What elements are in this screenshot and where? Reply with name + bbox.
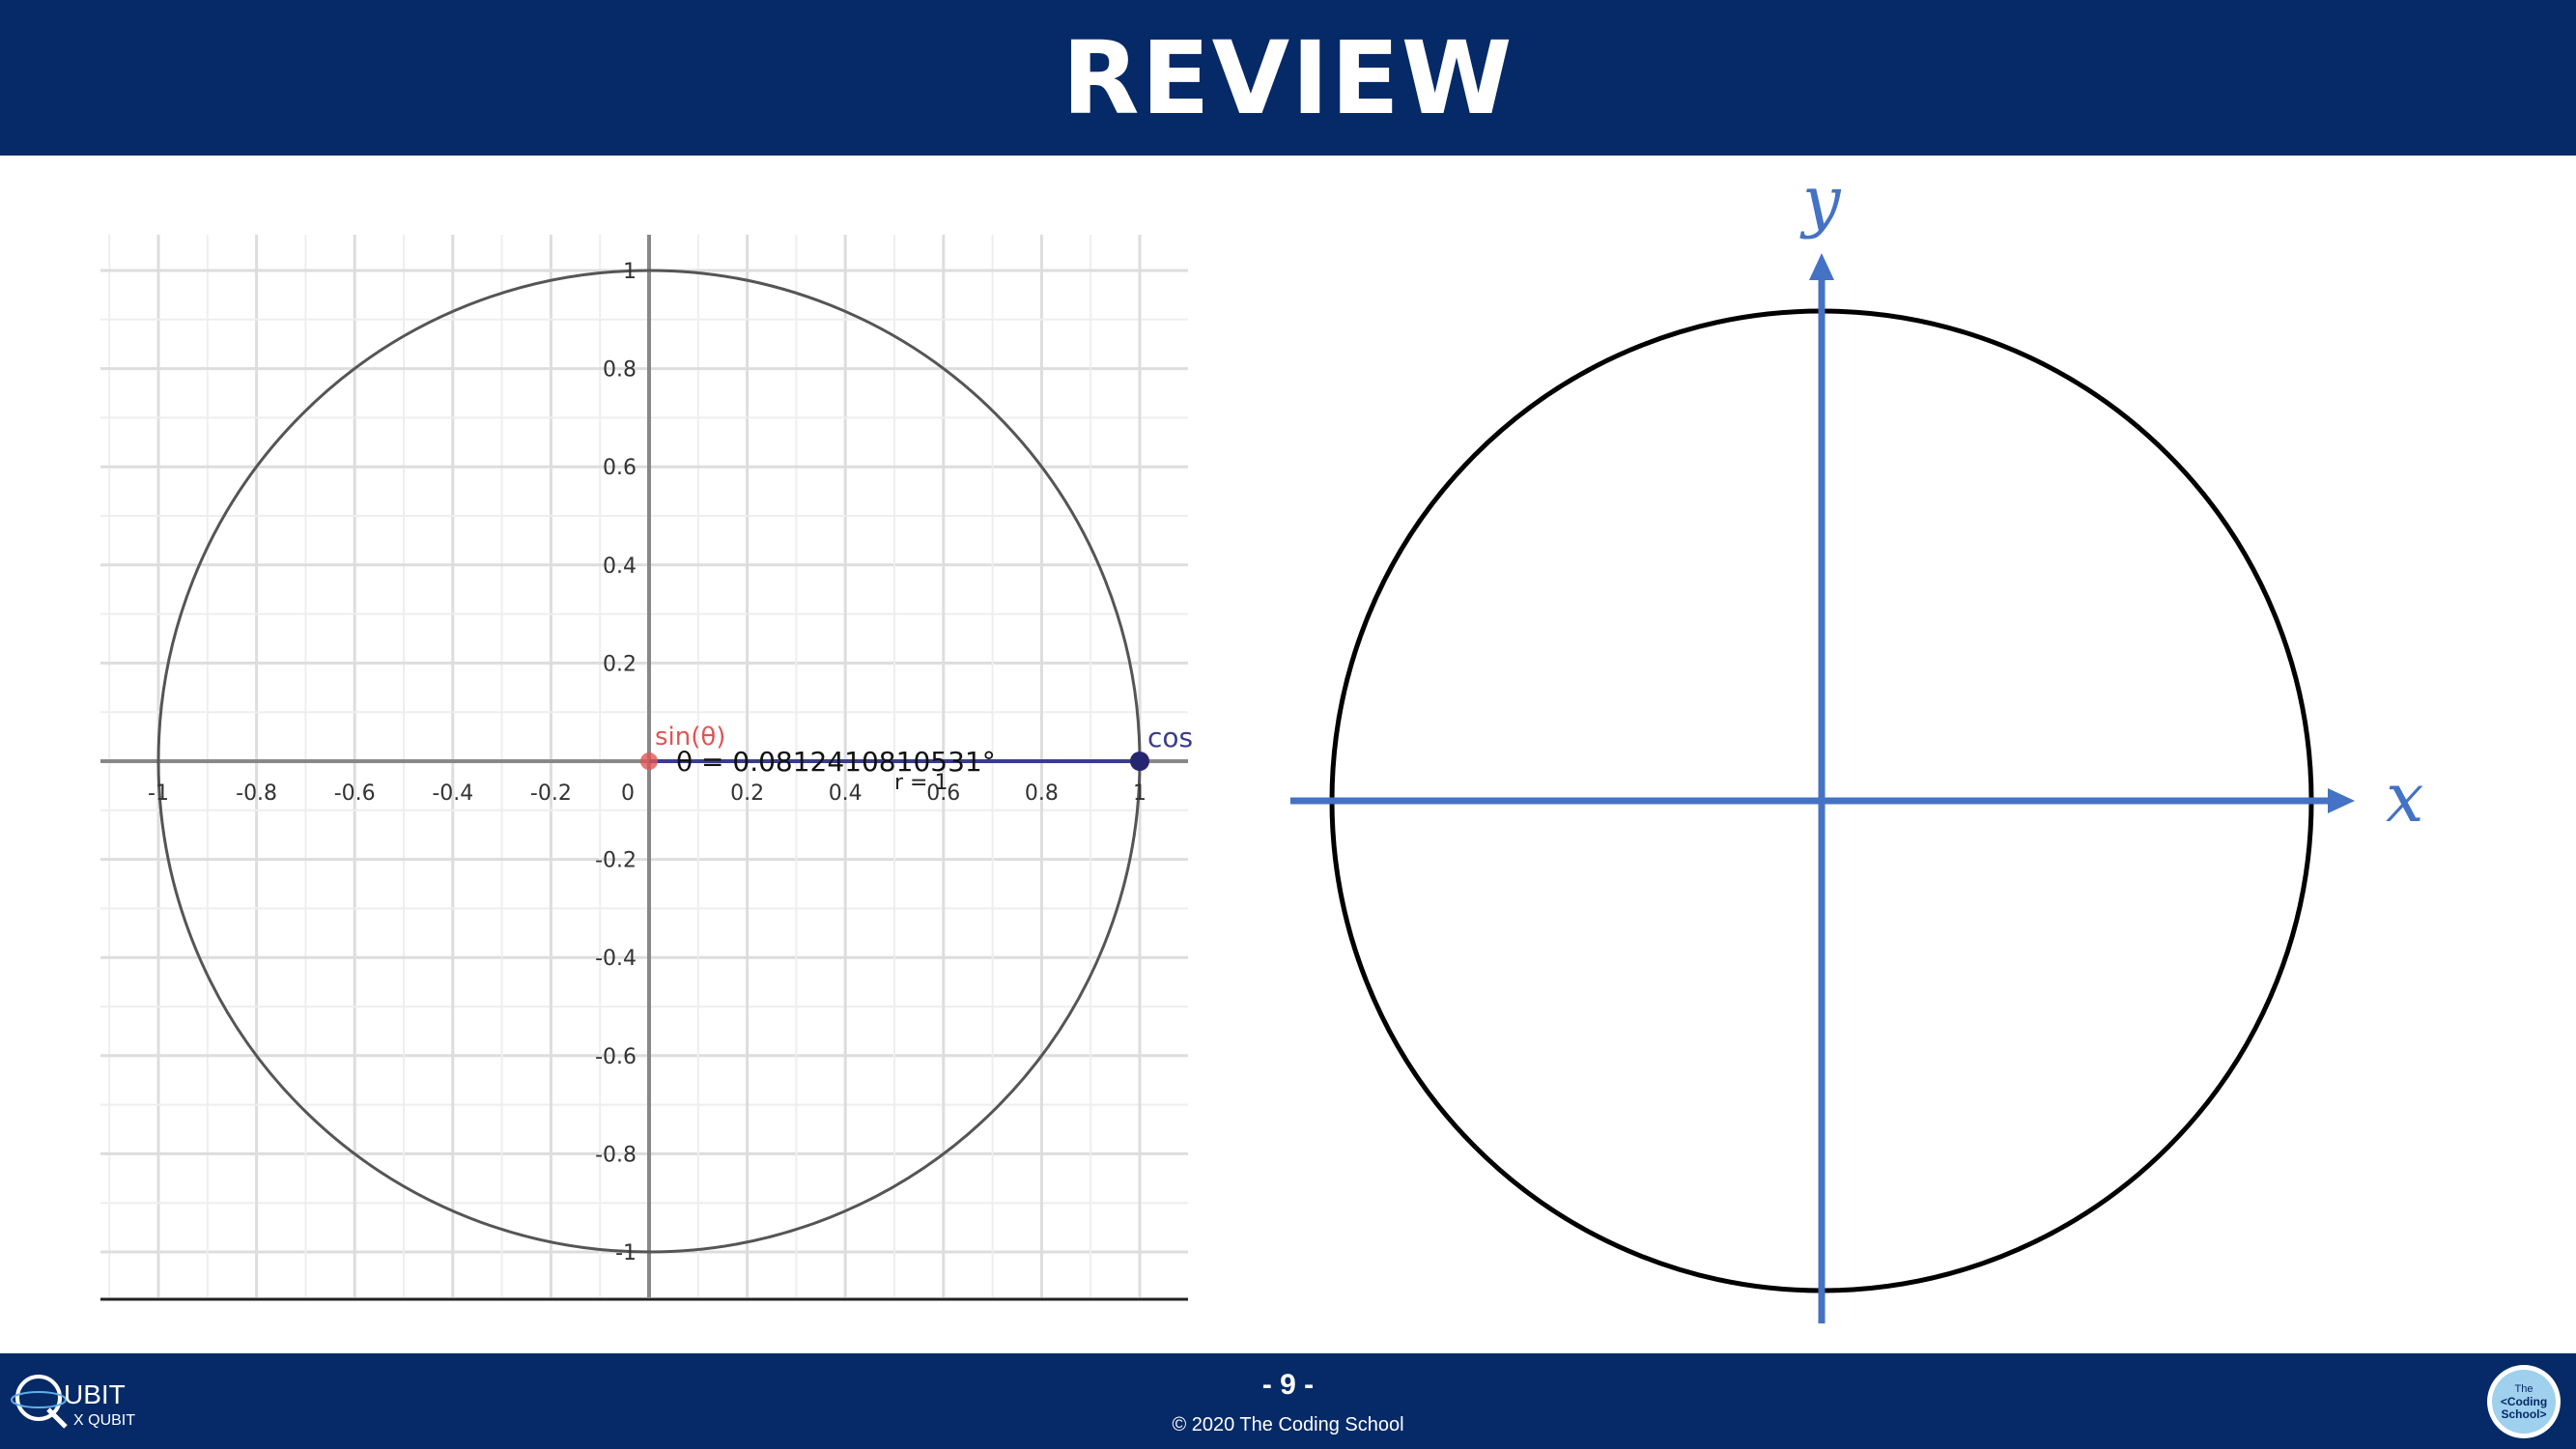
school-logo-line-2: <Coding (2501, 1395, 2547, 1408)
x-tick-label: 1 (1133, 781, 1146, 806)
x-tick-label: 0 (621, 781, 635, 806)
y-tick-label: -0.2 (595, 849, 637, 873)
y-axis-label: y (1799, 164, 1842, 241)
x-tick-labels: -1 -0.8 -0.6 -0.4 -0.2 0 0.2 0.4 0.6 0.8 1 (148, 781, 1146, 806)
x-tick-label: 0.2 (730, 781, 764, 806)
x-tick-label: -0.6 (334, 781, 376, 806)
x-tick-label: -1 (148, 781, 169, 806)
y-tick-labels: 1 0.8 0.6 0.4 0.2 -0.2 -0.4 -0.6 -0.8 -1 (595, 260, 637, 1265)
y-tick-label: -0.8 (595, 1143, 637, 1167)
school-logo-line-3: School> (2501, 1407, 2546, 1421)
y-tick-label: 1 (623, 260, 637, 284)
logo-top-text: UBIT (64, 1379, 126, 1409)
blank-unit-circle-diagram: x y (1290, 164, 2423, 1323)
x-axis-label: x (2386, 758, 2423, 838)
x-tick-label: -0.2 (530, 781, 572, 806)
r-label: r = 1 (894, 771, 948, 795)
y-tick-label: 0.4 (603, 554, 637, 579)
x-tick-label: -0.4 (432, 781, 473, 806)
cos-label: cos (1147, 722, 1192, 753)
y-tick-label: 0.2 (603, 652, 637, 676)
x-tick-label: 0.8 (1025, 781, 1059, 806)
logo-bottom-text: X QUBIT (73, 1412, 135, 1429)
slide-footer: UBIT X QUBIT - 9 - © 2020 The Coding Sch… (0, 1353, 2576, 1449)
x-arrowhead (2328, 788, 2355, 813)
sin-label: sin(θ) (655, 723, 725, 752)
origin-point (640, 753, 658, 770)
x-tick-label: 0.4 (829, 781, 863, 806)
y-tick-label: 0.6 (603, 456, 637, 480)
y-arrowhead (1809, 253, 1834, 280)
coding-school-logo: The <Coding School> (2487, 1365, 2561, 1438)
y-tick-label: -0.4 (595, 947, 637, 971)
theta-label: θ = 0.0812410810531° (676, 746, 996, 778)
slide-title: REVIEW (1062, 18, 1514, 137)
qubit-by-qubit-logo: UBIT X QUBIT (11, 1375, 135, 1429)
school-logo-line-1: The (2515, 1383, 2534, 1395)
copyright-text: © 2020 The Coding School (1172, 1414, 1404, 1435)
page-number: - 9 - (1261, 1369, 1315, 1401)
y-tick-label: -1 (615, 1241, 637, 1265)
x-tick-label: -0.8 (236, 781, 277, 806)
y-tick-label: 0.8 (603, 358, 637, 383)
unit-circle-plot: -1 -0.8 -0.6 -0.4 -0.2 0 0.2 0.4 0.6 0.8 1 1 0.8 0.6… (100, 235, 1192, 1301)
cos-point (1130, 752, 1149, 771)
x-tick-label: 0.6 (926, 781, 960, 806)
q-ring-icon (15, 1375, 62, 1421)
y-tick-label: -0.6 (595, 1045, 637, 1069)
slide-header: REVIEW (0, 0, 2576, 156)
